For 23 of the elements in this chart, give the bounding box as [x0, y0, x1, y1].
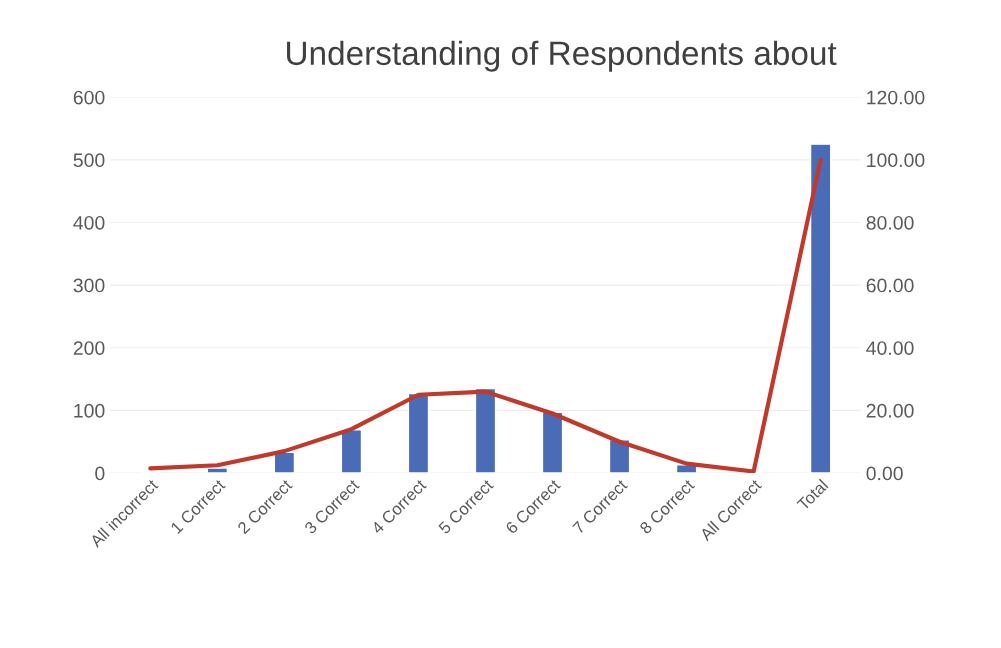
bar [541, 411, 564, 474]
y-tick-label: 400 [73, 215, 105, 230]
y2-tick-label: 80.00 [866, 215, 914, 230]
line-series [148, 157, 823, 474]
y2-tick-label: 0.00 [866, 466, 903, 481]
bar [407, 392, 430, 474]
y-tick-label: 300 [73, 278, 105, 293]
bar [340, 429, 363, 474]
y2-tick-label: 20.00 [866, 403, 914, 418]
y-tick-label: 100 [74, 403, 105, 418]
bar [206, 467, 229, 474]
bar [273, 451, 296, 474]
y-tick-label: 0 [95, 466, 105, 481]
chart-title: Understanding of Respondents about [287, 40, 837, 72]
y-tick-label: 200 [73, 341, 105, 355]
y2-tick-label: 100.00 [867, 153, 925, 168]
bar [809, 143, 832, 474]
bar [474, 387, 497, 474]
y2-tick-label: 40.00 [866, 341, 914, 355]
y-tick-label: 600 [73, 90, 105, 105]
y2-tick-label: 120.00 [867, 90, 925, 105]
y-tick-label: 500 [73, 153, 105, 168]
y2-tick-label: 60.00 [866, 278, 914, 293]
